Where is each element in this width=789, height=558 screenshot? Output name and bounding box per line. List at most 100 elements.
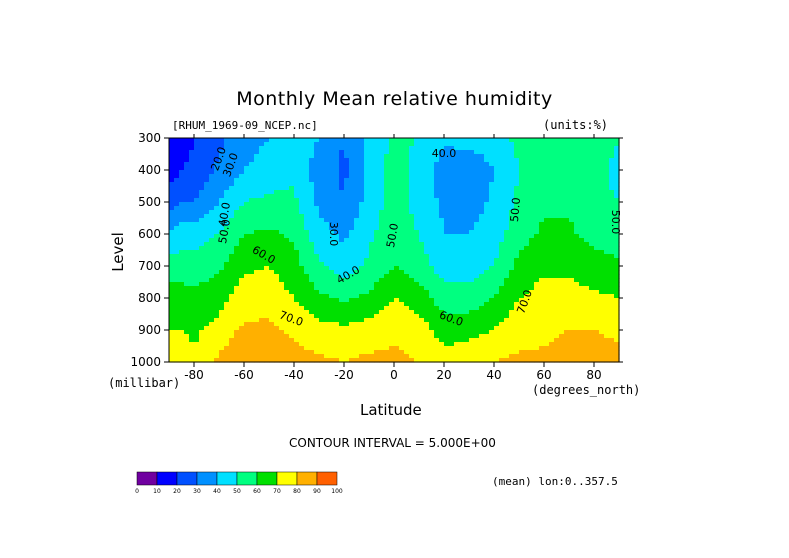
- field-cell: [544, 358, 550, 363]
- field-cell: [584, 230, 590, 235]
- field-cell: [544, 218, 550, 223]
- field-cell: [419, 222, 425, 227]
- field-cell: [259, 198, 265, 203]
- field-cell: [579, 222, 585, 227]
- field-cell: [459, 226, 465, 231]
- field-cell: [284, 174, 290, 179]
- field-cell: [574, 270, 580, 275]
- field-cell: [354, 246, 360, 251]
- field-cell: [324, 354, 330, 359]
- field-cell: [594, 206, 600, 211]
- field-cell: [169, 146, 175, 151]
- field-cell: [244, 334, 250, 339]
- field-cell: [464, 278, 470, 283]
- field-cell: [429, 138, 435, 143]
- field-cell: [424, 198, 430, 203]
- field-cell: [429, 186, 435, 191]
- field-cell: [534, 226, 540, 231]
- field-cell: [404, 218, 410, 223]
- field-cell: [429, 226, 435, 231]
- field-cell: [254, 194, 260, 199]
- field-cell: [439, 222, 445, 227]
- field-cell: [279, 150, 285, 155]
- field-cell: [169, 194, 175, 199]
- field-cell: [199, 358, 205, 363]
- field-cell: [424, 302, 430, 307]
- field-cell: [609, 246, 615, 251]
- field-cell: [504, 250, 510, 255]
- field-cell: [549, 242, 555, 247]
- field-cell: [314, 246, 320, 251]
- field-cell: [344, 174, 350, 179]
- field-cell: [494, 358, 500, 363]
- field-cell: [574, 250, 580, 255]
- field-cell: [389, 358, 395, 363]
- field-cell: [254, 326, 260, 331]
- field-cell: [484, 158, 490, 163]
- field-cell: [584, 254, 590, 259]
- field-cell: [359, 210, 365, 215]
- field-cell: [179, 318, 185, 323]
- field-cell: [359, 138, 365, 143]
- field-cell: [364, 346, 370, 351]
- field-cell: [389, 282, 395, 287]
- field-cell: [609, 310, 615, 315]
- field-cell: [264, 242, 270, 247]
- field-cell: [249, 162, 255, 167]
- field-cell: [374, 214, 380, 219]
- field-cell: [184, 218, 190, 223]
- field-cell: [514, 306, 520, 311]
- field-cell: [549, 170, 555, 175]
- field-cell: [404, 286, 410, 291]
- field-cell: [229, 250, 235, 255]
- field-cell: [529, 354, 535, 359]
- field-cell: [434, 274, 440, 279]
- field-cell: [334, 170, 340, 175]
- field-cell: [454, 302, 460, 307]
- field-cell: [604, 338, 610, 343]
- field-cell: [174, 198, 180, 203]
- field-cell: [214, 234, 220, 239]
- field-cell: [244, 278, 250, 283]
- field-cell: [229, 226, 235, 231]
- field-cell: [579, 254, 585, 259]
- field-cell: [439, 310, 445, 315]
- field-cell: [329, 162, 335, 167]
- field-cell: [494, 346, 500, 351]
- field-cell: [219, 158, 225, 163]
- field-cell: [549, 146, 555, 151]
- field-cell: [284, 294, 290, 299]
- field-cell: [294, 334, 300, 339]
- field-cell: [324, 178, 330, 183]
- field-cell: [459, 186, 465, 191]
- field-cell: [169, 350, 175, 355]
- field-cell: [409, 210, 415, 215]
- field-cell: [419, 150, 425, 155]
- field-cell: [329, 150, 335, 155]
- field-cell: [224, 154, 230, 159]
- field-cell: [314, 150, 320, 155]
- field-cell: [184, 262, 190, 267]
- field-cell: [554, 310, 560, 315]
- field-cell: [424, 346, 430, 351]
- field-cell: [224, 294, 230, 299]
- field-cell: [564, 354, 570, 359]
- field-cell: [349, 338, 355, 343]
- field-cell: [334, 330, 340, 335]
- field-cell: [174, 318, 180, 323]
- field-cell: [254, 322, 260, 327]
- field-cell: [594, 342, 600, 347]
- field-cell: [334, 262, 340, 267]
- field-cell: [414, 326, 420, 331]
- field-cell: [444, 290, 450, 295]
- field-cell: [459, 150, 465, 155]
- field-cell: [214, 258, 220, 263]
- field-cell: [499, 342, 505, 347]
- field-cell: [489, 326, 495, 331]
- field-cell: [504, 286, 510, 291]
- field-cell: [594, 166, 600, 171]
- field-cell: [369, 286, 375, 291]
- field-cell: [189, 138, 195, 143]
- field-cell: [564, 302, 570, 307]
- field-cell: [524, 226, 530, 231]
